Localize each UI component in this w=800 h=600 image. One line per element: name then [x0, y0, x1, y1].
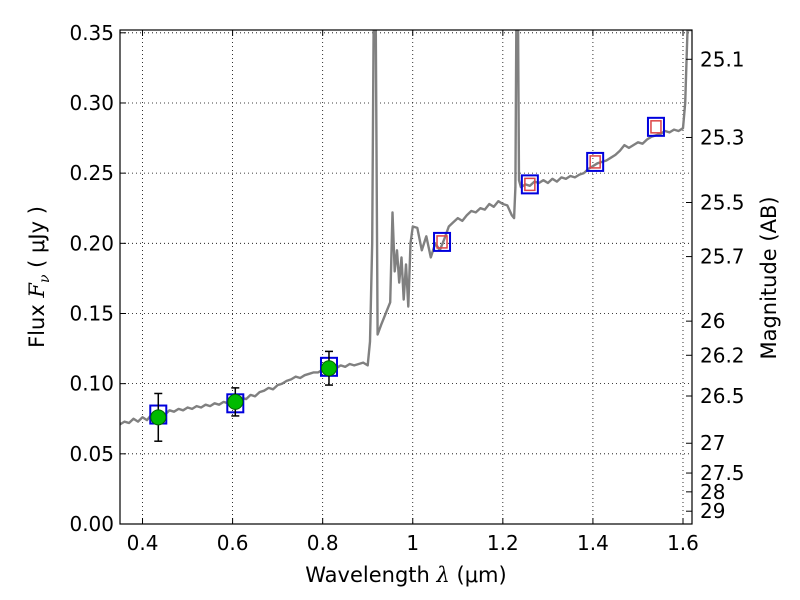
data-points-layer [149, 116, 665, 442]
y2-tick-label: 27 [700, 431, 725, 455]
x-axis-ticks: 0.4 0.6 0.8 1 1.2 1.4 1.6 [127, 30, 699, 555]
x-tick-label: 0.4 [127, 531, 159, 555]
y2-tick-label: 28 [700, 480, 725, 504]
model-spectrum-line [120, 30, 692, 426]
y-axis-subscript: ν [37, 274, 53, 283]
y2-tick-label: 25.7 [700, 245, 745, 269]
x-tick-label: 0.6 [217, 531, 249, 555]
x-tick-label: 0.8 [307, 531, 339, 555]
x-tick-label: 1.6 [667, 531, 699, 555]
y2-axis-title: Magnitude (AB) [757, 196, 781, 359]
model-band-flux-marker [433, 231, 452, 252]
y2-tick-label: 26.2 [700, 343, 745, 367]
y-tick-label: 0.20 [69, 231, 114, 255]
observed-flux-point [227, 393, 244, 410]
y2-tick-label: 25.1 [700, 47, 745, 71]
y2-tick-label: 26 [700, 309, 725, 333]
y-tick-label: 0.10 [69, 372, 114, 396]
model-spectrum-layer [120, 30, 692, 426]
upper-limit-marker [650, 120, 662, 134]
plot-frame [119, 29, 693, 525]
upper-limit-marker [436, 235, 448, 249]
y-axis-title: Flux Fν ( μJy ) [25, 206, 53, 348]
y2-tick-label: 29 [700, 499, 725, 523]
y-tick-label: 0.15 [69, 301, 114, 325]
y2-tick-label: 26.5 [700, 384, 745, 408]
model-band-flux-marker [586, 151, 605, 172]
x-axis-title: Wavelength λ (μm) [305, 563, 506, 587]
upper-limit-marker [589, 155, 601, 169]
model-band-flux-marker [646, 116, 665, 137]
y-tick-label: 0.05 [69, 442, 114, 466]
y-axis-symbol: F [25, 282, 49, 299]
y-tick-label: 0.30 [69, 91, 114, 115]
upper-limit-marker [524, 177, 536, 192]
y2-tick-label: 25.3 [700, 125, 745, 149]
x-axis-symbol: λ [436, 563, 450, 587]
observed-flux-point [320, 360, 337, 377]
y-tick-label: 0.35 [69, 21, 114, 45]
y-tick-label: 0.25 [69, 161, 114, 185]
y2-tick-label: 25.5 [700, 190, 745, 214]
observed-flux-point [150, 409, 167, 426]
x-tick-label: 1.4 [577, 531, 609, 555]
y-axis-ticks: 0.00 0.05 0.10 0.15 0.20 0.25 0.30 0.35 [69, 21, 126, 536]
y2-tick-label: 27.5 [700, 461, 745, 485]
x-tick-label: 1 [406, 531, 419, 555]
y-tick-label: 0.00 [69, 512, 114, 536]
model-band-flux-marker [520, 174, 539, 195]
x-tick-label: 1.2 [487, 531, 519, 555]
